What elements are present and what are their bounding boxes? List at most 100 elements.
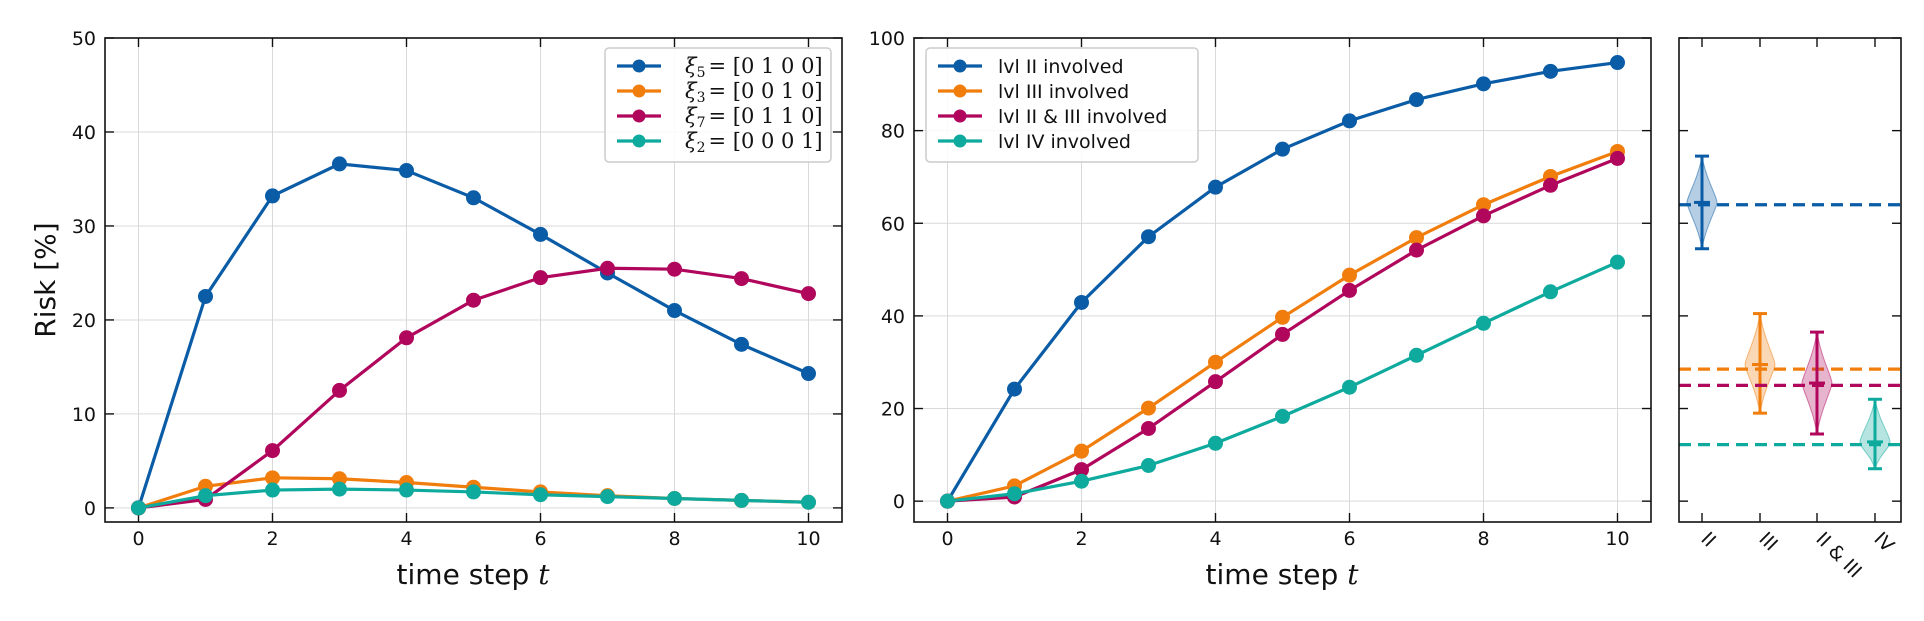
y-tick-label: 100 (869, 28, 905, 50)
data-point (265, 188, 280, 204)
series-line-1 (136, 162, 810, 509)
panel2-frame (913, 37, 1652, 523)
data-point (1409, 347, 1424, 363)
data-point (533, 226, 548, 242)
x-tick-label: 10 (796, 528, 820, 550)
data-point (1275, 309, 1290, 325)
panel3-series (1679, 154, 1901, 471)
data-point (1275, 141, 1290, 157)
x-tick-label: 6 (534, 528, 546, 550)
x-tick-label: 2 (1075, 528, 1087, 550)
y-tick-label: 0 (893, 491, 905, 513)
panel1-frame (104, 37, 843, 523)
x-tick-label: 2 (266, 528, 278, 550)
data-point (1208, 374, 1223, 390)
x-tick-label: 8 (668, 528, 680, 550)
panel1-x-axis-label: time step t (397, 558, 551, 591)
y-tick-label: 60 (881, 213, 905, 235)
data-point (667, 303, 682, 319)
data-point (801, 494, 816, 510)
legend-swatch-marker (953, 84, 967, 98)
data-point (940, 493, 955, 509)
data-point (198, 488, 213, 504)
panel1-legend: ξ5 = [0 1 0 0]ξ3 = [0 0 1 0]ξ7 = [0 1 1 0]ξ… (604, 47, 832, 163)
data-point (1007, 381, 1022, 397)
series-line-2 (947, 149, 1619, 503)
panel2-series (940, 55, 1625, 509)
legend-swatch-marker (632, 59, 646, 73)
data-point (399, 482, 414, 498)
data-point (1074, 294, 1089, 310)
data-point (1141, 400, 1156, 416)
data-point (1476, 76, 1491, 92)
panel1-series (131, 156, 816, 516)
x-tick-label: 0 (132, 528, 144, 550)
data-point (1476, 208, 1491, 224)
data-point (1610, 150, 1625, 166)
data-point (1610, 55, 1625, 71)
data-point (1208, 435, 1223, 451)
data-point (265, 470, 280, 486)
data-point (1342, 267, 1357, 283)
x-tick-label: III (1754, 528, 1781, 555)
legend-swatch-marker (632, 134, 646, 148)
panel-violin: II III II & III IV (1678, 37, 1902, 582)
data-point (1409, 242, 1424, 258)
data-point (466, 292, 481, 308)
data-point (734, 271, 749, 287)
data-point (1074, 473, 1089, 489)
data-point (466, 484, 481, 500)
x-tick-label: II & III (1811, 528, 1865, 582)
y-tick-label: 0 (84, 498, 96, 520)
y-tick-label: 30 (72, 216, 96, 238)
x-tick-label: 4 (1209, 528, 1221, 550)
data-point (1543, 63, 1558, 79)
data-point (1342, 379, 1357, 395)
data-point (332, 382, 347, 398)
x-tick-label: II (1696, 528, 1719, 551)
data-point (1409, 230, 1424, 246)
panel2-legend: lvl II involved lvl III involved lvl II & … (925, 47, 1199, 163)
data-point (265, 482, 280, 498)
legend-swatch-marker (632, 84, 646, 98)
data-point (1476, 315, 1491, 331)
legend-label: lvl III involved (998, 81, 1129, 103)
data-point (1543, 284, 1558, 300)
legend-label: ξ7 = [0 1 1 0] (685, 104, 823, 131)
legend-label: lvl II & III involved (998, 106, 1167, 128)
y-tick-label: 10 (72, 404, 96, 426)
data-point (734, 492, 749, 508)
data-point (399, 163, 414, 179)
data-point (600, 489, 615, 505)
data-point (1141, 420, 1156, 436)
panel1-y-axis-label: Risk [%] (29, 222, 62, 337)
data-point (667, 261, 682, 277)
data-point (1208, 179, 1223, 195)
data-point (332, 156, 347, 172)
x-tick-label: 10 (1605, 528, 1629, 550)
legend-swatch-marker (632, 109, 646, 123)
data-point (198, 288, 213, 304)
data-point (533, 487, 548, 503)
y-tick-label: 40 (72, 122, 96, 144)
data-point (332, 481, 347, 497)
x-tick-label: IV (1869, 528, 1898, 557)
y-tick-label: 20 (72, 310, 96, 332)
legend-swatch-marker (953, 59, 967, 73)
data-point (1208, 354, 1223, 370)
data-point (1476, 197, 1491, 213)
legend-swatch-marker (953, 134, 967, 148)
data-point (1543, 177, 1558, 193)
data-point (667, 491, 682, 507)
data-point (332, 471, 347, 487)
data-point (801, 366, 816, 382)
legend-box (925, 47, 1199, 163)
legend-label: ξ3 = [0 0 1 0] (685, 79, 823, 106)
data-point (1275, 326, 1290, 342)
panel1-ticks: 0 2 4 6 8 10 0 10 20 30 40 50 (72, 28, 842, 550)
data-point (466, 190, 481, 206)
data-point (265, 443, 280, 459)
